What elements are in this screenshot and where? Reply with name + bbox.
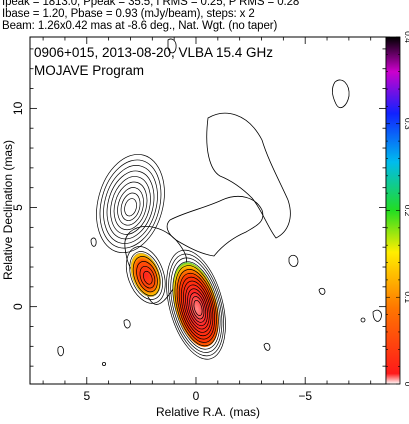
program-title: MOJAVE Program [34, 63, 144, 78]
component-jet-nw [96, 154, 165, 254]
contour-jet-nw [103, 165, 158, 244]
contour-jet-nw [110, 176, 151, 235]
header-line-beam: Beam: 1.26x0.42 mas at -8.6 deg., Nat. W… [2, 20, 278, 32]
contour-core [176, 269, 217, 343]
contour-core [191, 296, 205, 320]
component-contour-layers [96, 154, 226, 360]
blob-contour-2 [288, 254, 299, 267]
colorbar-tick-labels: 0 0.1 0.2 0.3 0.4 [403, 31, 409, 387]
blob-contour-10 [102, 361, 107, 366]
blob-contour-3 [90, 237, 97, 247]
contour-core [180, 276, 214, 337]
contour-core [185, 284, 210, 330]
blob-contour-8 [167, 38, 177, 54]
outer-contour-nw [206, 112, 291, 239]
x-tick-label-5: 5 [83, 389, 90, 403]
contour-core [170, 257, 223, 353]
axis-ticks [30, 37, 386, 384]
contour-jet-nw [117, 187, 144, 226]
contour-core [193, 299, 203, 316]
source-title: 0906+015, 2013-08-20, VLBA 15.4 GHz [34, 45, 273, 60]
component-fill-core [173, 262, 219, 348]
header-line-base: Ibase = 1.20, Pbase = 0.93 (mJy/beam), s… [2, 8, 255, 20]
contour-knot-east [139, 265, 156, 289]
contour-core [168, 253, 224, 357]
axis-tick-labels: 5 0 −5 0 5 10 [11, 101, 312, 403]
contour-jet-nw [106, 170, 155, 240]
contour-core [183, 280, 212, 333]
extended-emission-contours [57, 38, 382, 366]
blob-contour-7 [318, 287, 326, 295]
blob-contour-6 [372, 309, 382, 322]
contour-core [189, 292, 207, 323]
contour-core [174, 265, 219, 347]
colorbar-tick-0.1: 0.1 [403, 291, 409, 303]
contour-knot-east [132, 256, 161, 297]
blob-contour-9 [57, 346, 64, 357]
blob-contour-4 [123, 319, 131, 329]
contour-jet-nw [113, 181, 148, 231]
component-core [166, 249, 226, 360]
colorbar-tick-0.3: 0.3 [403, 118, 409, 130]
contour-core [166, 249, 226, 360]
outer-contour-east [124, 226, 188, 305]
y-tick-label-0: 0 [11, 303, 25, 310]
colorbar-tick-0: 0 [403, 382, 409, 387]
y-axis-label: Relative Declination (mas) [1, 140, 15, 280]
blob-contour-5 [263, 342, 271, 351]
contour-jet-nw [96, 154, 165, 254]
contour-core [178, 272, 216, 340]
colorbar-tick-0.2: 0.2 [403, 205, 409, 217]
colorbar-ticks [386, 36, 400, 385]
contour-jet-nw [124, 198, 137, 217]
x-tick-label-minus5: −5 [298, 389, 312, 403]
blob-contour-11 [360, 317, 366, 323]
contour-jet-nw [99, 159, 162, 249]
contour-core [172, 261, 221, 350]
map-content [57, 38, 382, 366]
image-header: Ipeak = 1813.0, Ppeak = 35.5, I RMS = 0.… [2, 0, 407, 32]
contour-knot-east [129, 251, 163, 300]
x-tick-label-0: 0 [193, 389, 200, 403]
y-tick-label-10: 10 [11, 101, 25, 115]
x-axis-label: Relative R.A. (mas) [156, 405, 260, 419]
contour-core [187, 288, 208, 327]
colorbar-tick-0.4: 0.4 [403, 31, 409, 43]
header-line-peak: Ipeak = 1813.0, Ppeak = 35.5, I RMS = 0.… [2, 0, 300, 8]
y-tick-label-5: 5 [11, 204, 25, 211]
contour-jet-nw [120, 192, 141, 221]
contour-knot-east [125, 246, 166, 304]
contour-knot-east [136, 261, 158, 293]
contour-knot-east [143, 270, 153, 285]
component-knot-east [125, 246, 166, 304]
blob-contour-1 [332, 79, 350, 109]
